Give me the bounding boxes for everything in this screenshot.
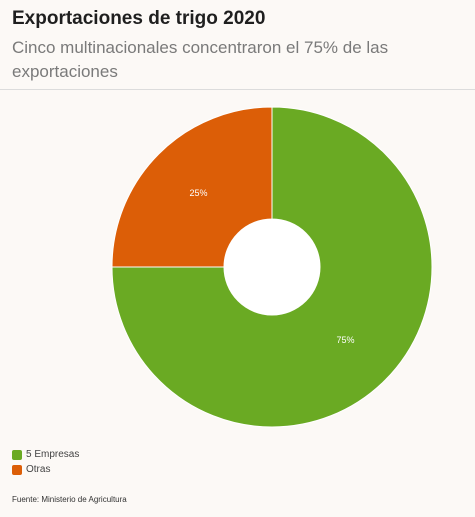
donut-chart: 75% 25% [111,106,433,428]
source-note: Fuente: Ministerio de Agricultura [12,495,127,504]
header-divider [0,89,475,90]
chart-subtitle: Cinco multinacionales concentraron el 75… [12,38,389,81]
legend-item-otras[interactable]: Otras [12,462,79,477]
slice-value-label: 25% [189,188,207,198]
legend-item-5-empresas[interactable]: 5 Empresas [12,447,79,462]
legend-label: Otras [26,464,51,475]
donut-hole [224,219,320,315]
chart-legend: 5 Empresas Otras [12,447,79,477]
legend-swatch [12,464,22,475]
legend-swatch [12,449,22,460]
chart-title: Exportaciones de trigo 2020 [12,8,266,29]
slice-value-label: 75% [337,335,355,345]
legend-label: 5 Empresas [26,449,80,460]
